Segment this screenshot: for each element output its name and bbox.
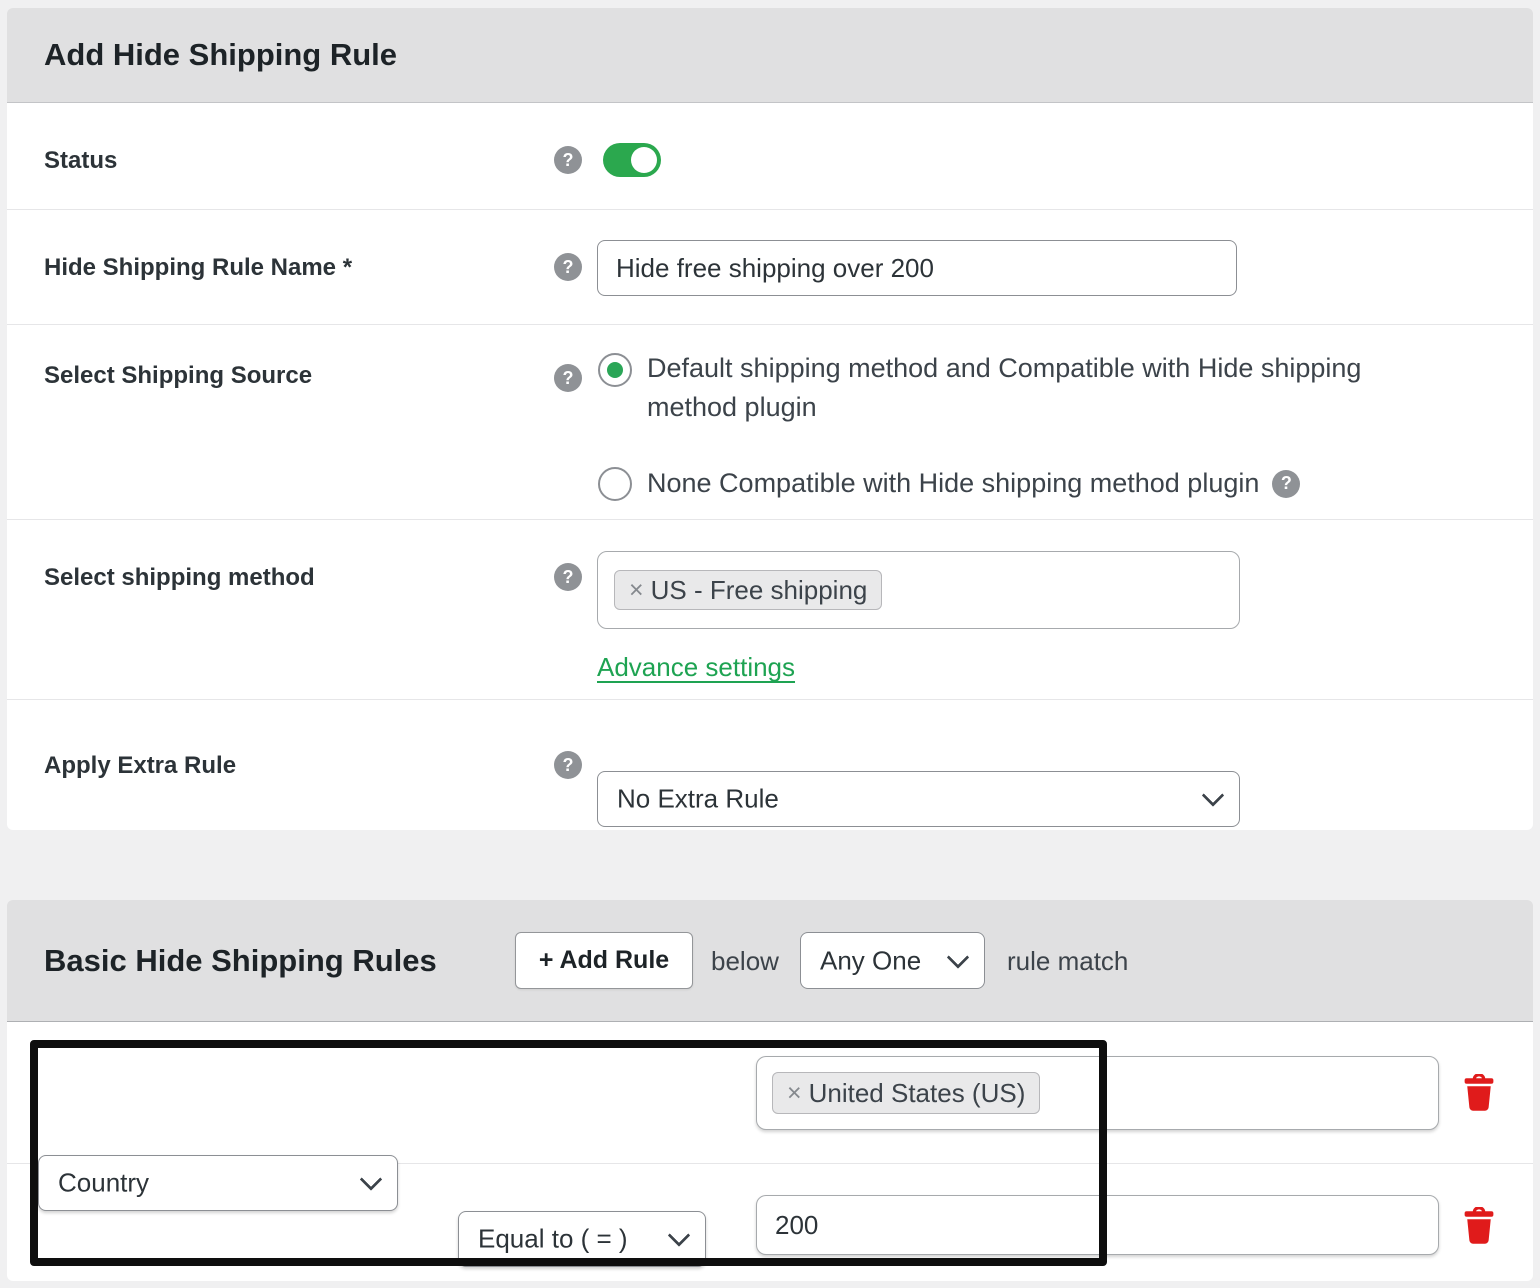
rule1-operator-value: Equal to ( = ) bbox=[478, 1223, 628, 1254]
radio-option-label: Default shipping method and Compatible w… bbox=[647, 353, 1362, 422]
basic-rules-card-header: Basic Hide Shipping Rules + Add Rule bel… bbox=[7, 900, 1533, 1022]
help-icon[interactable]: ? bbox=[554, 364, 582, 392]
rule-match-text: rule match bbox=[1007, 946, 1129, 976]
rule-match-select[interactable]: Any One bbox=[800, 932, 985, 989]
remove-tag-icon[interactable]: × bbox=[787, 1078, 802, 1107]
chevron-down-icon bbox=[667, 1224, 691, 1247]
add-rule-card-body bbox=[7, 103, 1533, 830]
rule-name-input[interactable] bbox=[597, 240, 1237, 296]
shipping-source-label: Select Shipping Source bbox=[44, 362, 313, 389]
divider bbox=[7, 699, 1533, 700]
chevron-down-icon bbox=[946, 945, 970, 969]
rule-name-label: Hide Shipping Rule Name * bbox=[44, 254, 353, 281]
divider bbox=[7, 1163, 1533, 1164]
help-icon[interactable]: ? bbox=[554, 563, 582, 591]
divider bbox=[7, 209, 1533, 210]
shipping-method-multiselect[interactable]: × US - Free shipping bbox=[597, 551, 1240, 629]
extra-rule-label: Apply Extra Rule bbox=[44, 752, 237, 779]
status-label: Status bbox=[44, 147, 118, 174]
help-glyph: ? bbox=[562, 754, 574, 775]
rule1-value-tag-label: United States (US) bbox=[808, 1077, 1026, 1108]
divider bbox=[7, 519, 1533, 520]
rule1-field-select[interactable]: Country bbox=[38, 1155, 398, 1211]
shipping-method-label: Select shipping method bbox=[44, 564, 315, 591]
add-rule-button-label: + Add Rule bbox=[538, 946, 670, 974]
rule1-field-value: Country bbox=[58, 1167, 150, 1198]
remove-tag-icon[interactable]: × bbox=[629, 575, 644, 604]
help-glyph: ? bbox=[1280, 473, 1292, 493]
help-glyph: ? bbox=[562, 566, 574, 587]
basic-rules-title: Basic Hide Shipping Rules bbox=[44, 942, 437, 978]
help-glyph: ? bbox=[562, 149, 574, 170]
rule1-operator-select[interactable]: Equal to ( = ) bbox=[458, 1211, 706, 1267]
rule1-value-multiselect[interactable]: × United States (US) bbox=[756, 1056, 1439, 1130]
help-icon[interactable]: ? bbox=[554, 253, 582, 281]
status-toggle[interactable] bbox=[603, 143, 661, 177]
help-icon[interactable]: ? bbox=[1272, 469, 1301, 498]
help-glyph: ? bbox=[562, 367, 574, 388]
shipping-source-option-default[interactable]: Default shipping method and Compatible w… bbox=[598, 349, 1428, 427]
shipping-source-option-none[interactable]: None Compatible with Hide shipping metho… bbox=[598, 464, 1301, 503]
rule-match-selected-value: Any One bbox=[820, 945, 922, 975]
toggle-knob bbox=[631, 147, 657, 173]
shipping-method-tag-label: US - Free shipping bbox=[650, 574, 868, 605]
rule2-value-input[interactable] bbox=[756, 1195, 1439, 1255]
advance-settings-link[interactable]: Advance settings bbox=[597, 652, 796, 682]
extra-rule-selected-value: No Extra Rule bbox=[617, 783, 779, 814]
rule2-delete-button[interactable] bbox=[1464, 1206, 1494, 1248]
extra-rule-select[interactable]: No Extra Rule bbox=[597, 771, 1240, 827]
trash-icon bbox=[1464, 1073, 1494, 1111]
shipping-method-tag: × US - Free shipping bbox=[614, 570, 883, 610]
radio-icon bbox=[598, 466, 632, 501]
page-title: Add Hide Shipping Rule bbox=[44, 37, 398, 72]
radio-dot bbox=[607, 362, 623, 378]
help-glyph: ? bbox=[562, 256, 574, 277]
radio-option-label: None Compatible with Hide shipping metho… bbox=[647, 468, 1260, 498]
radio-dot bbox=[607, 476, 623, 492]
rule1-delete-button[interactable] bbox=[1464, 1073, 1494, 1115]
radio-icon bbox=[598, 353, 632, 387]
add-rule-card-header: Add Hide Shipping Rule bbox=[7, 8, 1533, 103]
chevron-down-icon bbox=[1201, 784, 1225, 807]
help-icon[interactable]: ? bbox=[554, 146, 582, 174]
trash-icon bbox=[1464, 1206, 1494, 1244]
help-icon[interactable]: ? bbox=[554, 751, 582, 779]
rule1-value-tag: × United States (US) bbox=[772, 1072, 1041, 1114]
add-rule-button[interactable]: + Add Rule bbox=[515, 932, 693, 989]
below-text: below bbox=[711, 946, 779, 976]
divider bbox=[7, 324, 1533, 325]
